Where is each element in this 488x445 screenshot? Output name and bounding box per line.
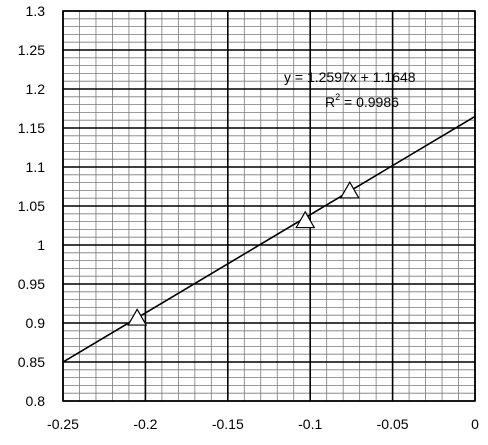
y-tick-label: 0.8	[26, 393, 46, 409]
y-tick-label: 1.1	[26, 159, 46, 175]
y-tick-label: 1.3	[26, 3, 46, 19]
y-tick-label: 1.05	[18, 198, 45, 214]
y-tick-label: 0.95	[18, 276, 45, 292]
r-squared-exponent: 2	[335, 92, 340, 102]
y-tick-label: 1.25	[18, 42, 45, 58]
trendline	[62, 115, 476, 363]
x-tick-label: -0.1	[298, 416, 322, 432]
data-point-1	[127, 308, 148, 326]
x-tick-label: -0.25	[47, 416, 79, 432]
trendline-annotation: y = 1.2597x + 1.1648 R2 = 0.9986	[284, 69, 416, 110]
y-tick-label: 0.9	[26, 315, 46, 331]
y-tick-label: 1.15	[18, 120, 45, 136]
trendline-layer	[62, 115, 476, 363]
r-squared-prefix: R	[325, 94, 335, 110]
x-tick-label: -0.15	[212, 416, 244, 432]
x-tick-label: 0	[471, 416, 479, 432]
data-point-3	[339, 180, 360, 199]
trendline-equation: y = 1.2597x + 1.1648	[284, 69, 416, 85]
data-point-2	[295, 210, 316, 229]
r-squared-value: = 0.9986	[340, 94, 399, 110]
x-axis-tick-labels: -0.25 -0.2 -0.15 -0.1 -0.05 0	[47, 416, 479, 432]
data-points	[127, 180, 360, 326]
y-tick-label: 1	[37, 237, 45, 253]
r-squared-label: R2 = 0.9986	[325, 92, 399, 110]
x-tick-label: -0.05	[377, 416, 409, 432]
plot-area-border	[62, 10, 476, 402]
major-grid	[62, 10, 476, 402]
x-tick-label: -0.2	[133, 416, 157, 432]
y-axis-tick-labels: 0.8 0.85 0.9 0.95 1 1.05 1.1 1.15 1.2 1.25 1.3	[18, 3, 45, 409]
y-tick-label: 0.85	[18, 354, 45, 370]
y-tick-label: 1.2	[26, 81, 46, 97]
